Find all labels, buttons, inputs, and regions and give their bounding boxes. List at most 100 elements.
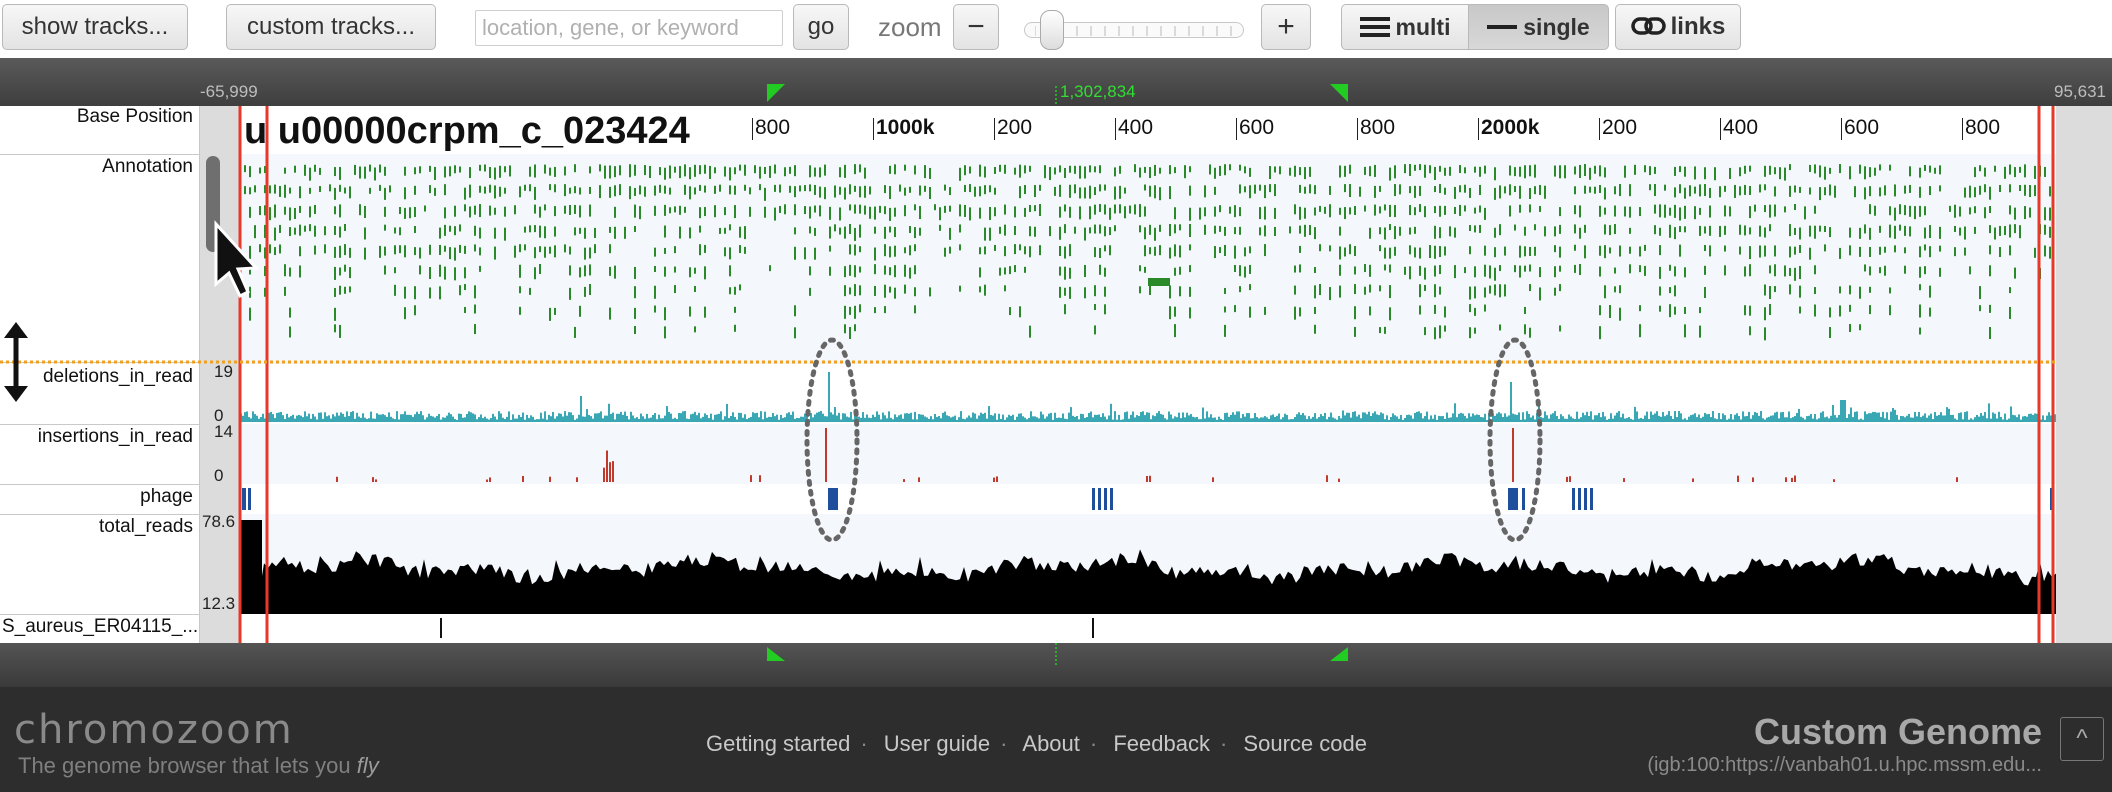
zoom-in-button[interactable]: + <box>1261 4 1311 50</box>
deletions-track <box>240 364 2056 424</box>
ruler-tick <box>873 118 874 140</box>
annotation-track <box>240 154 2056 362</box>
ruler-tick-label: 800 <box>1360 116 1396 139</box>
ruler-tick <box>1236 118 1237 140</box>
go-button[interactable]: go <box>793 4 849 50</box>
track-gutter: 19 0 14 0 78.6 12.3 <box>200 106 240 643</box>
show-tracks-button[interactable]: show tracks... <box>2 4 188 50</box>
link-source-code[interactable]: Source code <box>1243 731 1367 756</box>
track-label-deletions[interactable]: deletions_in_read <box>42 366 193 387</box>
cursor-pointer-icon <box>214 220 260 299</box>
left-view-marker[interactable] <box>767 84 785 102</box>
ruler-tick <box>1841 118 1842 140</box>
reads-min: 12.3 <box>202 594 236 613</box>
track-label-base-position[interactable]: Base Position <box>76 106 193 127</box>
track-label-annotation[interactable]: Annotation <box>102 156 193 177</box>
reads-max: 78.6 <box>202 512 236 531</box>
ruler-tick <box>1720 118 1721 140</box>
ruler-tick-label: 600 <box>1239 116 1275 139</box>
link-feedback[interactable]: Feedback <box>1113 731 1210 756</box>
phage-track <box>240 484 2056 514</box>
toolbar: show tracks... custom tracks... location… <box>0 0 2112 58</box>
links-button[interactable]: links <box>1615 4 1741 50</box>
ruler-tick-label: 1000k <box>876 116 935 139</box>
ruler-tick-label: 200 <box>997 116 1033 139</box>
zoom-out-button[interactable]: − <box>953 4 999 50</box>
link-getting-started[interactable]: Getting started <box>706 731 851 756</box>
single-line-icon <box>1487 25 1518 29</box>
separator <box>0 514 200 515</box>
tagline-emphasis: fly <box>356 753 379 778</box>
scroll-up-button[interactable]: ^ <box>2060 717 2104 761</box>
total-reads-track <box>240 514 2056 614</box>
footer-links: Getting started · User guide · About · Feed… <box>706 731 1367 756</box>
insertions-min: 0 <box>214 466 224 485</box>
separator <box>0 484 200 485</box>
ruler-tick <box>994 118 995 140</box>
feature-tick <box>440 618 442 638</box>
links-label: links <box>1670 13 1726 40</box>
separator <box>0 614 200 615</box>
separator <box>0 362 200 363</box>
deletions-max: 19 <box>214 362 233 381</box>
center-coordinate: 1,302,834 <box>1060 82 1136 101</box>
ruler-tick <box>1962 118 1963 140</box>
deletions-min: 0 <box>214 406 224 425</box>
right-coordinate: 95,631 <box>2054 82 2106 101</box>
contig-name: u u00000crpm_c_023424 <box>244 110 690 152</box>
ruler-tick <box>1115 118 1116 140</box>
left-coordinate: -65,999 <box>200 82 258 101</box>
separator <box>0 154 200 155</box>
track-label-total-reads[interactable]: total_reads <box>98 516 193 537</box>
zoom-slider-thumb[interactable] <box>1040 10 1064 50</box>
footer: chromozoom The genome browser that lets … <box>0 687 2112 792</box>
ruler-tick <box>752 118 753 140</box>
ruler-tick-label: 2000k <box>1481 116 1540 139</box>
right-view-marker[interactable] <box>1330 84 1348 102</box>
layout-toggle: multi single <box>1341 4 1609 50</box>
track-area[interactable]: u u00000crpm_c_023424 800 1000k 200 400 600 8… <box>240 106 2056 643</box>
link-about[interactable]: About <box>1022 731 1080 756</box>
track-label-column: Base Position Annotation deletions_in_re… <box>0 106 200 643</box>
custom-tracks-button[interactable]: custom tracks... <box>226 4 436 50</box>
right-rail <box>2056 106 2112 643</box>
genome-source: (igb:100:https://vanbah01.u.hpc.mssm.edu… <box>1647 754 2042 776</box>
track-label-insertions[interactable]: insertions_in_read <box>37 426 193 447</box>
slider-ticks <box>1035 26 1232 36</box>
right-bottom-marker[interactable] <box>1330 647 1348 661</box>
insertions-max: 14 <box>214 422 233 441</box>
s-aureus-track <box>240 614 2056 643</box>
base-position-track <box>240 106 2056 154</box>
insertions-track <box>240 424 2056 484</box>
feature-tick <box>1092 618 1094 638</box>
genome-name: Custom Genome <box>1753 711 2042 752</box>
highlight-ellipse-1 <box>804 337 860 543</box>
layout-multi-label: multi <box>1395 14 1451 40</box>
tracks-canvas <box>240 154 2056 614</box>
ruler: 800 1000k 200 400 600 800 2000k 200 400 600 800 <box>240 106 2056 154</box>
multi-lines-icon <box>1359 17 1390 37</box>
track-label-s-aureus[interactable]: S_aureus_ER04115_... <box>2 616 199 637</box>
separator <box>0 424 200 425</box>
track-label-phage[interactable]: phage <box>140 486 193 507</box>
link-user-guide[interactable]: User guide <box>883 731 991 756</box>
ruler-tick <box>1599 118 1600 140</box>
ruler-tick <box>1478 118 1479 140</box>
ruler-tick-label: 200 <box>1602 116 1638 139</box>
layout-single-button[interactable]: single <box>1468 4 1609 50</box>
ruler-tick <box>1357 118 1358 140</box>
ruler-tick-label: 800 <box>1965 116 2001 139</box>
link-chain-icon <box>1630 17 1666 35</box>
zoom-label: zoom <box>878 12 942 42</box>
resize-arrow-icon[interactable] <box>4 322 28 402</box>
chromozoom-logo[interactable]: chromozoom <box>14 707 294 753</box>
search-input[interactable]: location, gene, or keyword <box>475 10 783 46</box>
ruler-tick-label: 400 <box>1723 116 1759 139</box>
zoom-slider[interactable] <box>1024 22 1244 38</box>
ruler-tick-label: 600 <box>1844 116 1880 139</box>
tagline: The genome browser that lets you fly <box>18 753 379 779</box>
bottom-markers <box>767 643 1348 665</box>
layout-multi-button[interactable]: multi <box>1341 4 1469 50</box>
highlight-ellipse-2 <box>1487 337 1543 543</box>
left-bottom-marker[interactable] <box>767 647 785 661</box>
